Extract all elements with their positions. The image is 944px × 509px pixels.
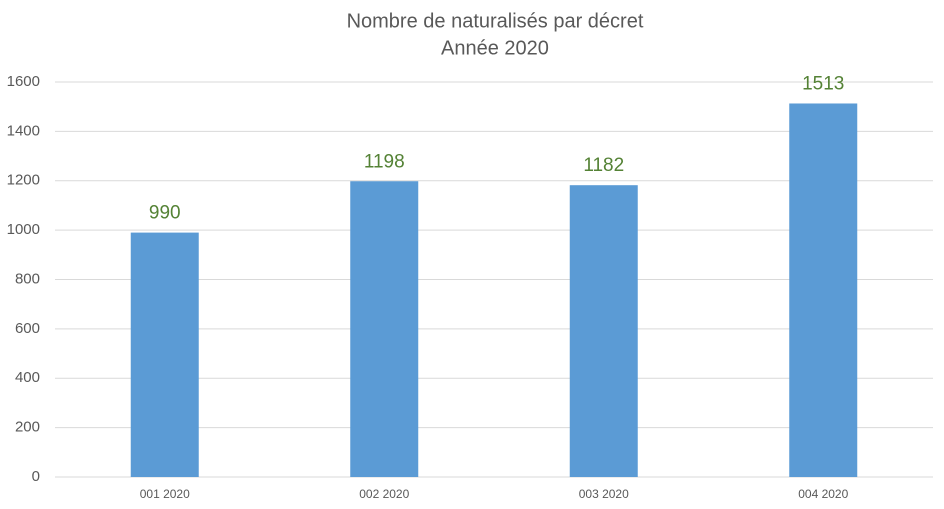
chart-title: Nombre de naturalisés par décret [347, 10, 644, 32]
y-tick-label: 600 [15, 320, 40, 337]
chart-subtitle: Année 2020 [441, 37, 549, 59]
x-tick-label: 004 2020 [798, 487, 848, 501]
y-tick-label: 400 [15, 369, 40, 386]
y-tick-label: 1400 [7, 122, 40, 139]
bar [789, 103, 858, 478]
y-tick-label: 1600 [7, 73, 40, 90]
bar [350, 181, 419, 477]
x-tick-label: 001 2020 [140, 487, 190, 501]
value-label: 1513 [802, 73, 844, 94]
bar [130, 232, 199, 477]
y-tick-label: 1000 [7, 221, 40, 238]
value-label: 1198 [364, 151, 405, 172]
x-tick-label: 003 2020 [579, 487, 629, 501]
value-label: 1182 [583, 155, 624, 176]
y-tick-label: 800 [15, 270, 40, 287]
x-tick-label: 002 2020 [359, 487, 409, 501]
value-label: 990 [149, 203, 181, 224]
y-tick-label: 1200 [7, 172, 40, 189]
y-tick-label: 0 [32, 468, 40, 485]
y-tick-label: 200 [15, 419, 40, 436]
bar [569, 185, 638, 477]
